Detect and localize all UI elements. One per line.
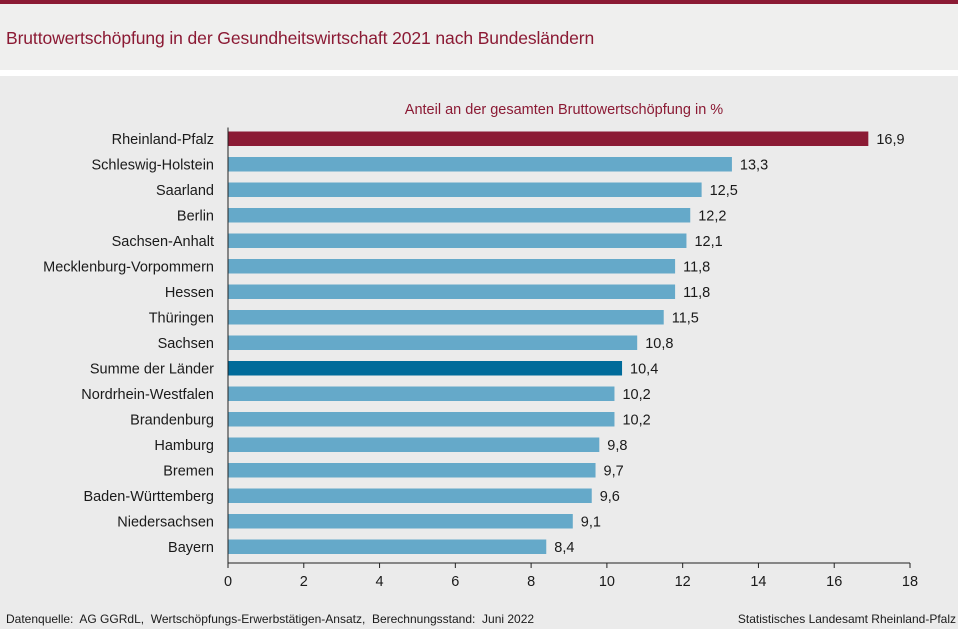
value-label: 12,1: [694, 234, 722, 250]
bar: [228, 310, 664, 325]
x-tick-label: 6: [451, 574, 459, 590]
x-tick-label: 10: [599, 574, 615, 590]
page-title: Bruttowertschöpfung in der Gesundheitswi…: [6, 28, 595, 48]
value-label: 11,5: [672, 310, 699, 326]
category-label: Berlin: [177, 208, 214, 224]
category-label: Summe der Länder: [90, 361, 214, 377]
category-label: Mecklenburg-Vorpommern: [43, 259, 214, 275]
value-label: 12,5: [710, 183, 738, 199]
value-label: 10,2: [622, 387, 650, 403]
footer-source: Datenquelle: AG GGRdL, Wertschöpfungs-Er…: [6, 612, 535, 626]
x-tick-label: 4: [376, 574, 384, 590]
bar: [228, 514, 573, 529]
value-label: 9,7: [604, 463, 624, 479]
x-tick-label: 14: [750, 574, 766, 590]
bar: [228, 284, 676, 299]
value-label: 13,3: [740, 157, 768, 173]
bar: [228, 208, 691, 223]
category-label: Brandenburg: [130, 412, 214, 428]
separator: [0, 70, 958, 76]
category-label: Schleswig-Holstein: [92, 157, 215, 173]
value-label: 10,2: [622, 412, 650, 428]
x-axis: 0 2 4 6 8 10 12 14 16 18: [224, 127, 918, 590]
bar: [228, 488, 592, 503]
category-label: Thüringen: [149, 310, 214, 326]
value-label: 12,2: [698, 208, 726, 224]
category-label: Saarland: [156, 183, 214, 199]
bar: [228, 233, 687, 248]
bar: [228, 361, 623, 376]
category-label: Bremen: [163, 463, 214, 479]
top-rule: [0, 0, 958, 4]
value-label: 11,8: [683, 259, 710, 275]
category-label: Rheinland-Pfalz: [112, 132, 214, 148]
chart-subtitle: Anteil an der gesamten Bruttowertschöpfu…: [405, 102, 723, 118]
value-label: 11,8: [683, 285, 710, 301]
bar: [228, 539, 547, 554]
x-tick-label: 8: [527, 574, 535, 590]
bar: [228, 386, 615, 401]
bar: [228, 412, 615, 427]
x-tick-label: 2: [300, 574, 308, 590]
x-tick-label: 16: [826, 574, 842, 590]
bar: [228, 463, 596, 478]
bar: [228, 437, 600, 452]
value-label: 10,4: [630, 361, 658, 377]
value-label: 9,8: [607, 438, 627, 454]
bar: [228, 182, 702, 197]
bar: [228, 131, 869, 146]
category-label: Hessen: [165, 285, 214, 301]
bar: [228, 157, 732, 172]
category-label: Niedersachsen: [117, 514, 214, 530]
header: Bruttowertschöpfung in der Gesundheitswi…: [0, 4, 958, 70]
category-label: Hamburg: [154, 438, 214, 454]
category-label: Bayern: [168, 540, 214, 556]
bars-layer: Rheinland-Pfalz 16,9 Schleswig-Holstein 13,…: [43, 131, 905, 556]
value-label: 10,8: [645, 336, 673, 352]
category-label: Sachsen-Anhalt: [112, 234, 214, 250]
x-tick-label: 18: [902, 574, 918, 590]
value-label: 9,1: [581, 514, 601, 530]
value-label: 8,4: [554, 540, 574, 556]
bar: [228, 335, 638, 350]
category-label: Nordrhein-Westfalen: [81, 387, 214, 403]
category-label: Sachsen: [158, 336, 214, 352]
x-tick-label: 0: [224, 574, 232, 590]
bar: [228, 259, 676, 274]
x-tick-label: 12: [675, 574, 691, 590]
category-label: Baden-Württemberg: [83, 489, 214, 505]
value-label: 9,6: [600, 489, 620, 505]
value-label: 16,9: [876, 132, 904, 148]
footer-publisher: Statistisches Landesamt Rheinland-Pfalz: [737, 612, 956, 626]
